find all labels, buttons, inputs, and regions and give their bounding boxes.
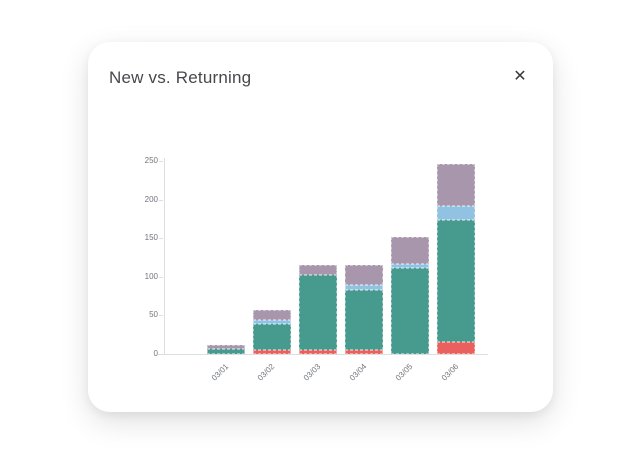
close-button[interactable]: ✕ (507, 64, 533, 90)
y-tick-label: 150 (144, 233, 158, 243)
bar-segment-teal (207, 348, 245, 354)
bar-segment-purple (345, 265, 383, 286)
y-tick-label: 100 (144, 271, 158, 281)
bar-segment-teal (299, 275, 337, 351)
page-title: New vs. Returning (109, 68, 252, 87)
bar-segment-blue (345, 285, 383, 290)
bar-segment-red (299, 350, 337, 354)
y-tick-mark (159, 199, 163, 201)
bar-segment-red (345, 350, 383, 354)
bar-segment-purple (299, 265, 337, 276)
bar-segment-red (253, 350, 291, 354)
bar-stack-03/05[interactable] (391, 236, 429, 354)
stacked-bar-chart: 0 50 100 150 200 250 03/01 03/02 03/03 03/04 03/05… (138, 154, 538, 404)
bar-segment-blue (437, 205, 475, 221)
bar-segment-blue (391, 263, 429, 268)
bar-segment-purple (437, 164, 475, 206)
y-axis-line (164, 158, 165, 355)
bar-segment-teal (253, 323, 291, 351)
bar-stack-03/03[interactable] (299, 265, 337, 354)
x-axis-line (158, 354, 488, 355)
y-tick-mark (159, 276, 163, 278)
y-tick-label: 250 (144, 156, 158, 165)
y-tick-label: 200 (144, 194, 158, 204)
y-tick-mark (159, 161, 163, 162)
bar-stack-03/04[interactable] (345, 265, 383, 354)
bar-segment-purple (391, 236, 429, 264)
x-tick-label: 03/06 (439, 362, 461, 383)
bar-stack-03/02[interactable] (253, 310, 291, 354)
y-tick-label: 0 (153, 349, 158, 358)
bar-segment-purple (253, 310, 291, 321)
x-tick-label: 03/01 (209, 362, 231, 383)
bar-segment-blue (253, 320, 291, 324)
bar-segment-purple (207, 344, 245, 349)
bar-stack-03/06[interactable] (437, 164, 475, 354)
x-tick-label: 03/03 (301, 362, 323, 383)
bar-segment-red (437, 342, 475, 354)
y-tick-mark (159, 315, 163, 317)
x-tick-label: 03/05 (393, 362, 415, 383)
bar-segment-teal (345, 289, 383, 351)
x-tick-label: 03/02 (255, 362, 277, 383)
y-tick-mark (159, 354, 163, 355)
modal-card: New vs. Returning ✕ 0 50 100 150 200 250 03/01… (88, 42, 553, 412)
y-tick-mark (159, 238, 163, 240)
bar-segment-teal (391, 267, 429, 354)
close-icon: ✕ (513, 68, 527, 85)
y-tick-label: 50 (149, 310, 158, 320)
bar-stack-03/01[interactable] (207, 344, 245, 354)
x-tick-label: 03/04 (347, 362, 369, 383)
bar-segment-teal (437, 220, 475, 343)
